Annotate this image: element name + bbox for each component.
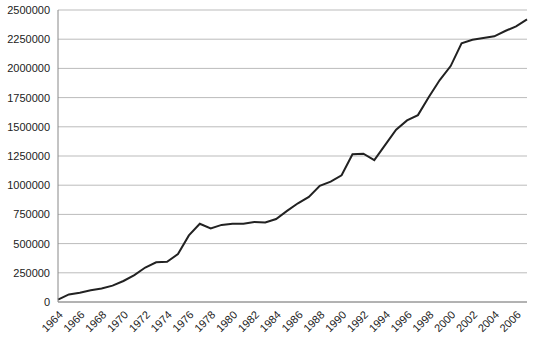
svg-text:2002: 2002: [454, 308, 480, 334]
svg-text:1986: 1986: [279, 308, 305, 334]
svg-text:1990: 1990: [323, 308, 349, 334]
svg-text:1988: 1988: [301, 308, 327, 334]
svg-text:2006: 2006: [497, 308, 523, 334]
svg-text:750000: 750000: [13, 208, 50, 220]
svg-text:1972: 1972: [126, 308, 152, 334]
svg-text:2500000: 2500000: [8, 4, 50, 16]
svg-text:0: 0: [44, 296, 50, 308]
svg-text:1982: 1982: [235, 308, 261, 334]
svg-text:1978: 1978: [192, 308, 218, 334]
svg-text:1998: 1998: [410, 308, 436, 334]
svg-text:1984: 1984: [257, 308, 283, 334]
svg-text:1992: 1992: [345, 308, 371, 334]
svg-text:1976: 1976: [170, 308, 196, 334]
svg-text:1250000: 1250000: [8, 150, 50, 162]
svg-text:1966: 1966: [61, 308, 87, 334]
svg-text:2250000: 2250000: [8, 33, 50, 45]
svg-text:1970: 1970: [105, 308, 131, 334]
svg-text:1994: 1994: [366, 308, 392, 334]
svg-text:1000000: 1000000: [8, 179, 50, 191]
svg-text:1500000: 1500000: [8, 121, 50, 133]
svg-text:2000000: 2000000: [8, 62, 50, 74]
svg-text:1968: 1968: [83, 308, 109, 334]
svg-text:1750000: 1750000: [8, 92, 50, 104]
svg-text:2000: 2000: [432, 308, 458, 334]
svg-text:1980: 1980: [214, 308, 240, 334]
svg-text:250000: 250000: [13, 267, 50, 279]
svg-text:1996: 1996: [388, 308, 414, 334]
svg-text:1974: 1974: [148, 308, 174, 334]
svg-text:500000: 500000: [13, 238, 50, 250]
svg-text:2004: 2004: [475, 308, 501, 334]
svg-text:1964: 1964: [39, 308, 65, 334]
